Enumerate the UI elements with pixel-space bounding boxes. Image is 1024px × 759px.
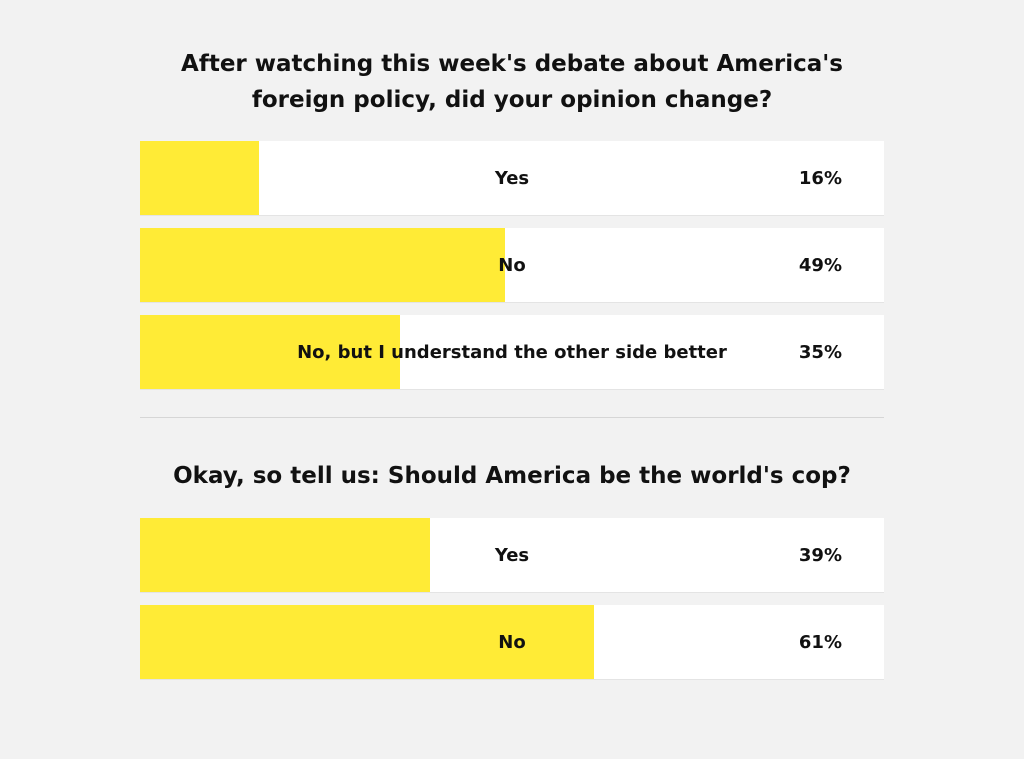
- option-label: No, but I understand the other side bett…: [297, 341, 727, 363]
- result-bar: [140, 228, 505, 302]
- option-label: No: [498, 254, 526, 276]
- poll-question: Okay, so tell us: Should America be the …: [173, 463, 851, 489]
- option-label: No: [498, 631, 526, 653]
- poll-options: Yes 16% No 49% No, but I understand the …: [140, 141, 884, 390]
- option-percent: 16%: [798, 167, 842, 189]
- poll-option-yes[interactable]: Yes 39%: [140, 518, 884, 593]
- result-bar: [140, 605, 594, 679]
- option-percent: 39%: [798, 544, 842, 566]
- section-divider: [140, 417, 884, 418]
- poll-option-no-but-understand[interactable]: No, but I understand the other side bett…: [140, 315, 884, 390]
- poll-container: After watching this week's debate about …: [140, 46, 884, 692]
- option-label: Yes: [494, 167, 530, 189]
- option-label: Yes: [494, 544, 530, 566]
- poll-1: After watching this week's debate about …: [140, 46, 884, 390]
- poll-option-no[interactable]: No 49%: [140, 228, 884, 303]
- poll-option-yes[interactable]: Yes 16%: [140, 141, 884, 216]
- poll-question: After watching this week's debate about …: [181, 51, 843, 113]
- option-percent: 61%: [798, 631, 842, 653]
- poll-options: Yes 39% No 61%: [140, 518, 884, 680]
- result-bar: [140, 141, 260, 215]
- option-percent: 35%: [798, 341, 842, 363]
- poll-option-no[interactable]: No 61%: [140, 605, 884, 680]
- result-bar: [140, 518, 431, 592]
- result-bar: [140, 315, 401, 389]
- option-percent: 49%: [798, 254, 842, 276]
- poll-2: Okay, so tell us: Should America be the …: [140, 458, 884, 680]
